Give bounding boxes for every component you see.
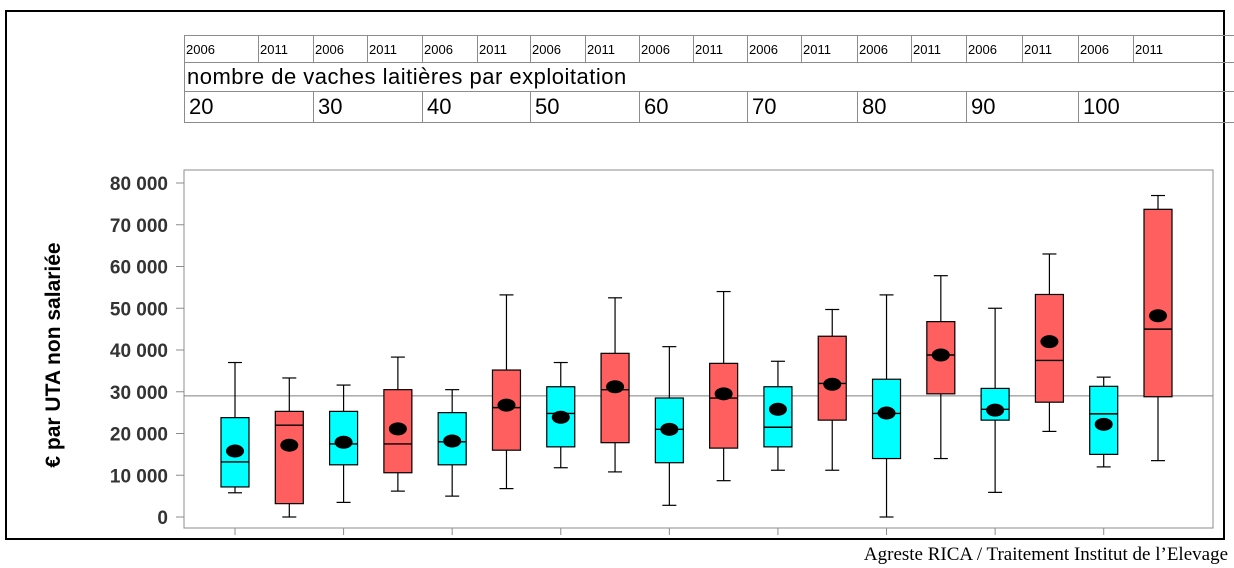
box-70-2011 (817, 308, 847, 471)
mean-marker (551, 410, 570, 424)
y-tick-label: 40 000 (110, 341, 168, 362)
box-30-2011 (383, 356, 413, 492)
source-note: Agreste RICA / Traitement Institut de l’… (863, 544, 1228, 565)
box-body (274, 410, 304, 505)
mean-marker (1149, 309, 1167, 323)
year-cell: 2006 (857, 35, 912, 63)
year-cell: 2011 (477, 35, 531, 63)
mean-marker (606, 380, 625, 394)
y-tick-label: 10 000 (110, 466, 168, 487)
year-cell: 2011 (258, 35, 314, 63)
year-cell: 2011 (1133, 35, 1234, 63)
y-tick-label: 70 000 (110, 216, 168, 237)
year-cell: 2006 (639, 35, 694, 63)
size-cell: 20 (184, 91, 314, 123)
y-tick-label: 0 (157, 508, 168, 529)
mean-marker (334, 435, 353, 449)
y-tick-label: 80 000 (110, 174, 168, 195)
box-80-2011 (926, 275, 956, 460)
box-body (600, 352, 630, 444)
box-50-2011 (600, 297, 630, 473)
mean-marker (280, 438, 299, 452)
mean-marker (497, 398, 516, 412)
group-header-table: 2006 2011 2006 2011 2006 2011 2006 2011 … (184, 35, 1234, 123)
box-100-2011 (1143, 194, 1173, 462)
mean-marker (443, 434, 462, 448)
box-90-2006 (980, 307, 1010, 493)
box-body (1034, 293, 1065, 403)
size-cell: 70 (747, 91, 858, 123)
year-cell: 2006 (966, 35, 1023, 63)
year-cell: 2011 (585, 35, 640, 63)
box-40-2006 (437, 389, 467, 497)
plot-area (183, 169, 1214, 529)
years-row: 2006 2011 2006 2011 2006 2011 2006 2011 … (184, 35, 1234, 63)
year-cell: 2006 (747, 35, 802, 63)
mean-marker (226, 444, 244, 458)
y-tick-label: 60 000 (110, 258, 168, 279)
box-90-2011 (1034, 253, 1065, 433)
mean-marker (1040, 335, 1059, 349)
mean-marker (1094, 417, 1113, 431)
size-cell: 40 (422, 91, 531, 123)
box-body (709, 362, 739, 449)
box-body (1143, 208, 1173, 398)
box-20-2011 (274, 377, 304, 518)
sizes-row: 20 30 40 50 60 70 80 90 100 (184, 91, 1234, 123)
y-tick-label: 50 000 (110, 299, 168, 320)
box-60-2011 (709, 290, 739, 482)
size-cell: 80 (857, 91, 967, 123)
mean-marker (877, 406, 896, 420)
size-cell: 100 (1078, 91, 1234, 123)
box-30-2006 (328, 384, 359, 503)
y-axis-label: € par UTA non salariée (42, 242, 65, 467)
y-axis: 0 10 000 20 000 30 000 40 000 50 000 60 000 70 … (110, 174, 184, 529)
boxes (220, 194, 1173, 518)
x-axis (234, 528, 1105, 535)
size-cell: 30 (313, 91, 423, 123)
y-tick-label: 20 000 (110, 425, 168, 446)
box-20-2006 (220, 361, 250, 494)
box-50-2006 (546, 361, 576, 469)
box-40-2011 (491, 294, 522, 490)
mean-marker (388, 422, 407, 436)
mean-marker (660, 422, 679, 436)
box-80-2006 (871, 294, 902, 518)
size-cell: 60 (639, 91, 748, 123)
mean-marker (768, 402, 787, 416)
mean-marker (823, 377, 842, 391)
size-cell: 90 (966, 91, 1079, 123)
y-tick-label: 30 000 (110, 383, 168, 404)
mean-marker (931, 348, 950, 362)
box-60-2006 (654, 346, 684, 506)
box-body (763, 386, 793, 448)
mean-marker (714, 387, 733, 401)
box-70-2006 (763, 360, 793, 471)
year-cell: 2011 (911, 35, 967, 63)
mean-marker (986, 403, 1005, 417)
figure-frame (5, 10, 1225, 540)
box-100-2006 (1089, 376, 1119, 468)
